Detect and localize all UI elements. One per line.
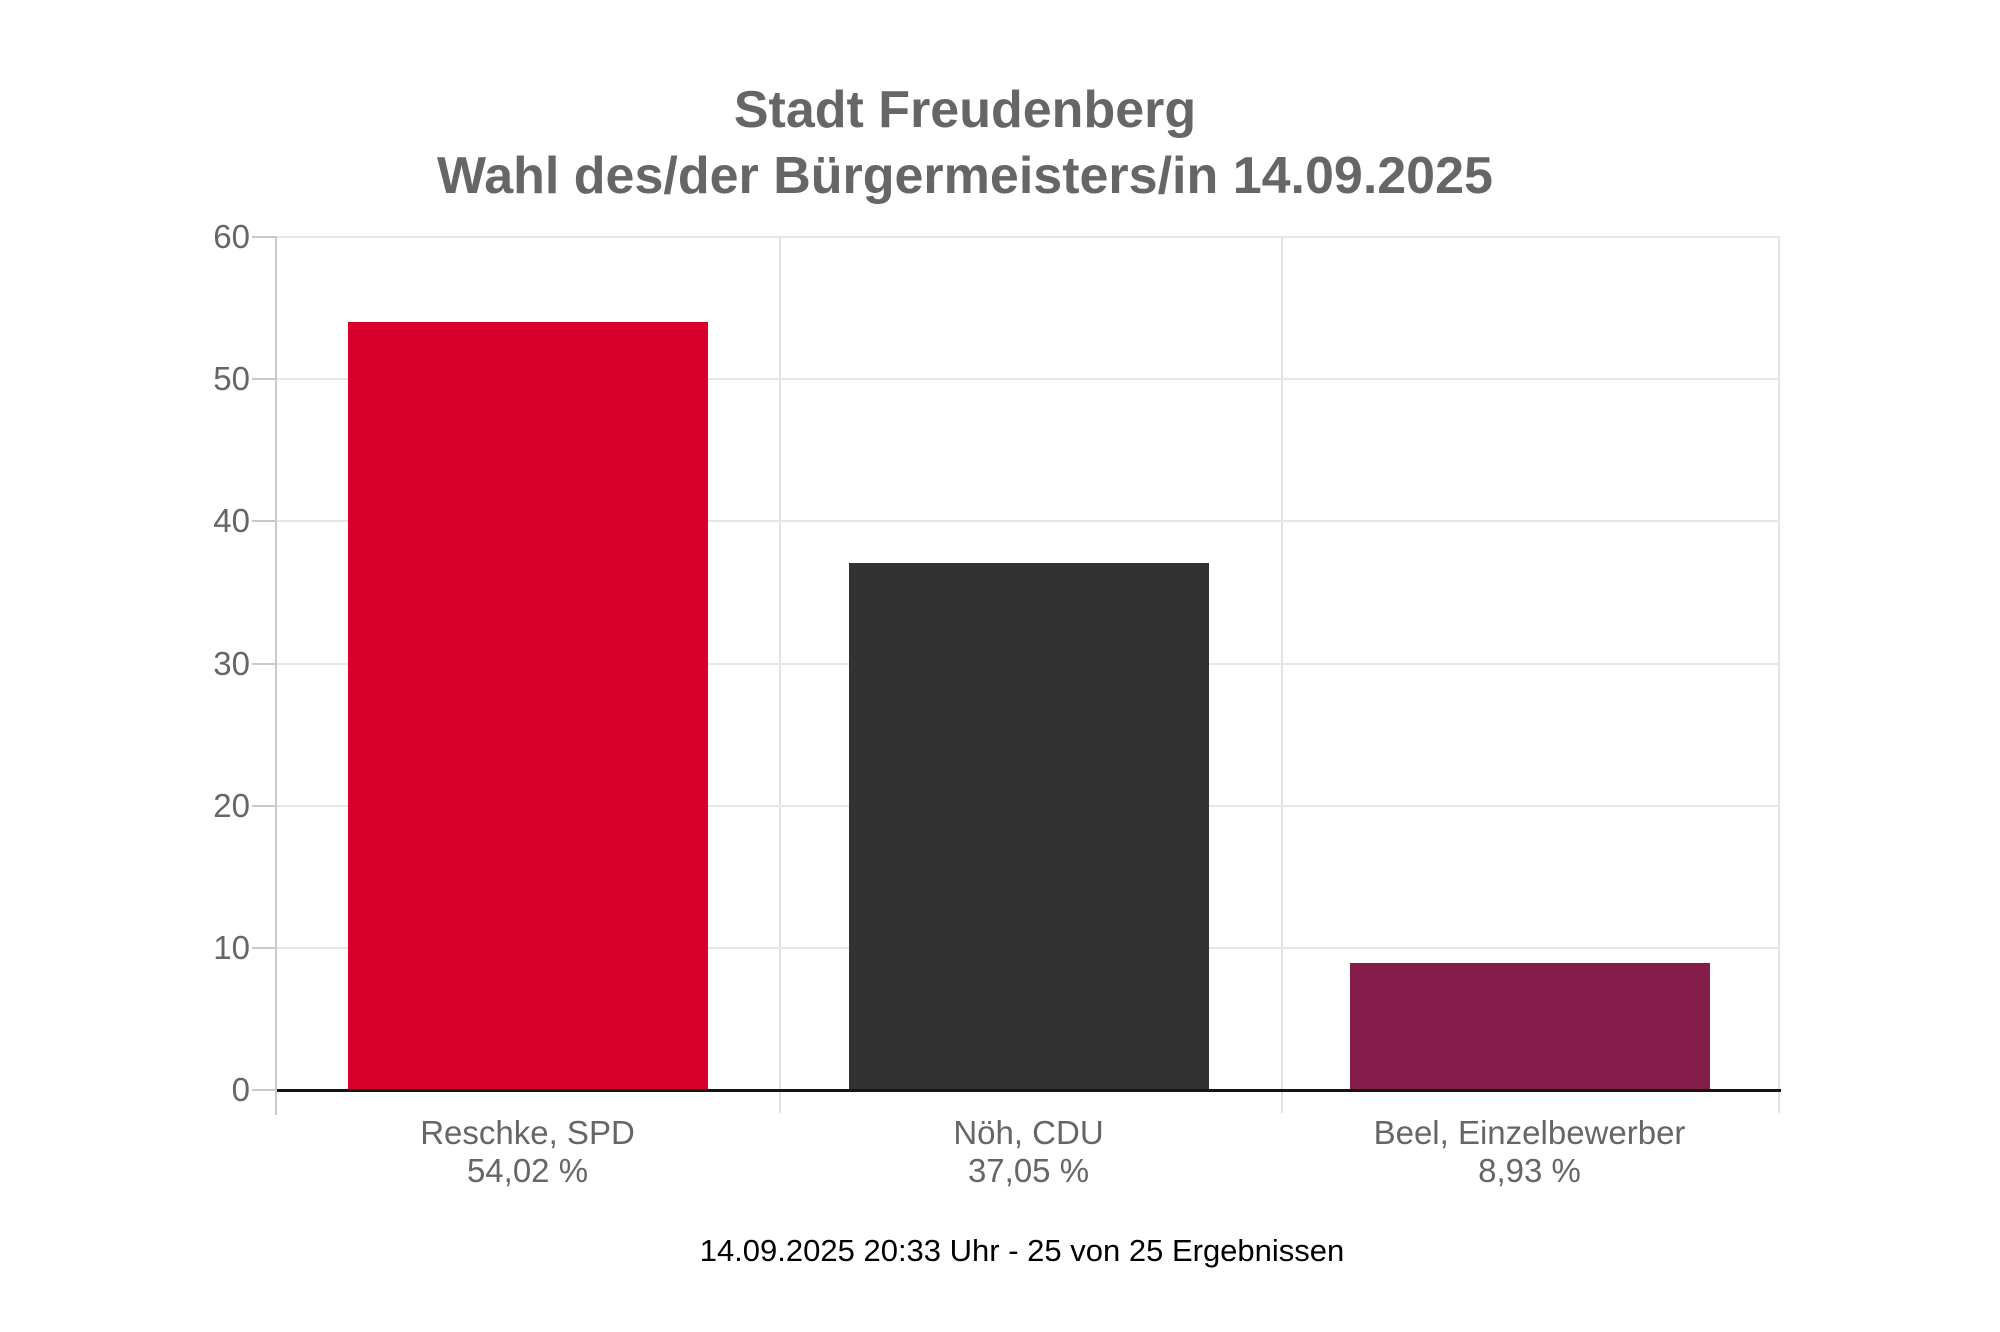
y-axis-label: 50 — [213, 360, 250, 398]
y-axis-label: 20 — [213, 786, 250, 824]
category-separator — [779, 237, 781, 1113]
y-axis-line — [275, 237, 277, 1115]
y-axis-label: 40 — [213, 502, 250, 540]
category-name: Nöh, CDU — [953, 1114, 1104, 1151]
category-percent: 54,02 % — [466, 1152, 589, 1189]
category-separator — [1281, 237, 1283, 1113]
y-axis-tick — [252, 946, 277, 949]
category-label: Nöh, CDU 37,05 % — [779, 1114, 1279, 1190]
plot-right-border — [1778, 237, 1780, 1113]
category-percent: 8,93 % — [1478, 1152, 1581, 1189]
y-axis-tick — [252, 236, 277, 238]
bar-3 — [1349, 963, 1710, 1090]
category-percent: 37,05 % — [967, 1152, 1090, 1189]
y-axis-label: 30 — [213, 644, 250, 682]
y-gridline — [277, 520, 1780, 523]
y-axis-tick — [252, 520, 277, 523]
plot-area: 0 10 20 30 40 50 60 — [213, 218, 1781, 1115]
y-axis-label: 10 — [213, 928, 250, 966]
y-axis-tick — [252, 662, 277, 665]
x-axis-baseline — [277, 1088, 1781, 1092]
y-axis-tick — [252, 378, 277, 381]
y-gridline — [277, 236, 1780, 238]
bar-2 — [848, 563, 1209, 1090]
category-label: Beel, Einzelbewerber 8,93 % — [1280, 1114, 1780, 1190]
category-name: Reschke, SPD — [420, 1114, 635, 1151]
y-axis-tick — [252, 1089, 277, 1091]
bar-1 — [347, 322, 708, 1090]
y-gridline — [277, 378, 1780, 381]
footer-status: 14.09.2025 20:33 Uhr - 25 von 25 Ergebni… — [699, 1233, 1345, 1268]
chart-title: Stadt Freudenberg — [733, 81, 1197, 139]
y-axis-tick — [252, 804, 277, 807]
chart-subtitle: Wahl des/der Bürgermeisters/in 14.09.202… — [437, 147, 1493, 205]
category-label: Reschke, SPD 54,02 % — [278, 1114, 778, 1190]
y-axis-label: 60 — [213, 218, 250, 255]
y-axis-label: 0 — [231, 1071, 250, 1108]
category-name: Beel, Einzelbewerber — [1373, 1114, 1686, 1151]
